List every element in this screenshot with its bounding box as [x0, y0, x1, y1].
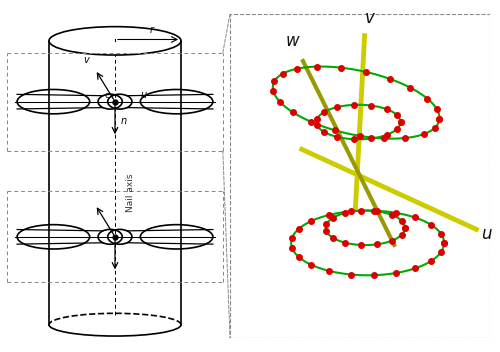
Text: w: w: [286, 32, 299, 50]
Text: v: v: [365, 9, 375, 27]
Text: Nail axis: Nail axis: [126, 174, 135, 212]
Text: r: r: [150, 25, 154, 36]
Text: v: v: [84, 55, 89, 65]
Text: c: c: [104, 91, 109, 100]
Text: u: u: [140, 90, 146, 100]
Text: u: u: [481, 225, 492, 243]
Text: n: n: [120, 115, 126, 126]
